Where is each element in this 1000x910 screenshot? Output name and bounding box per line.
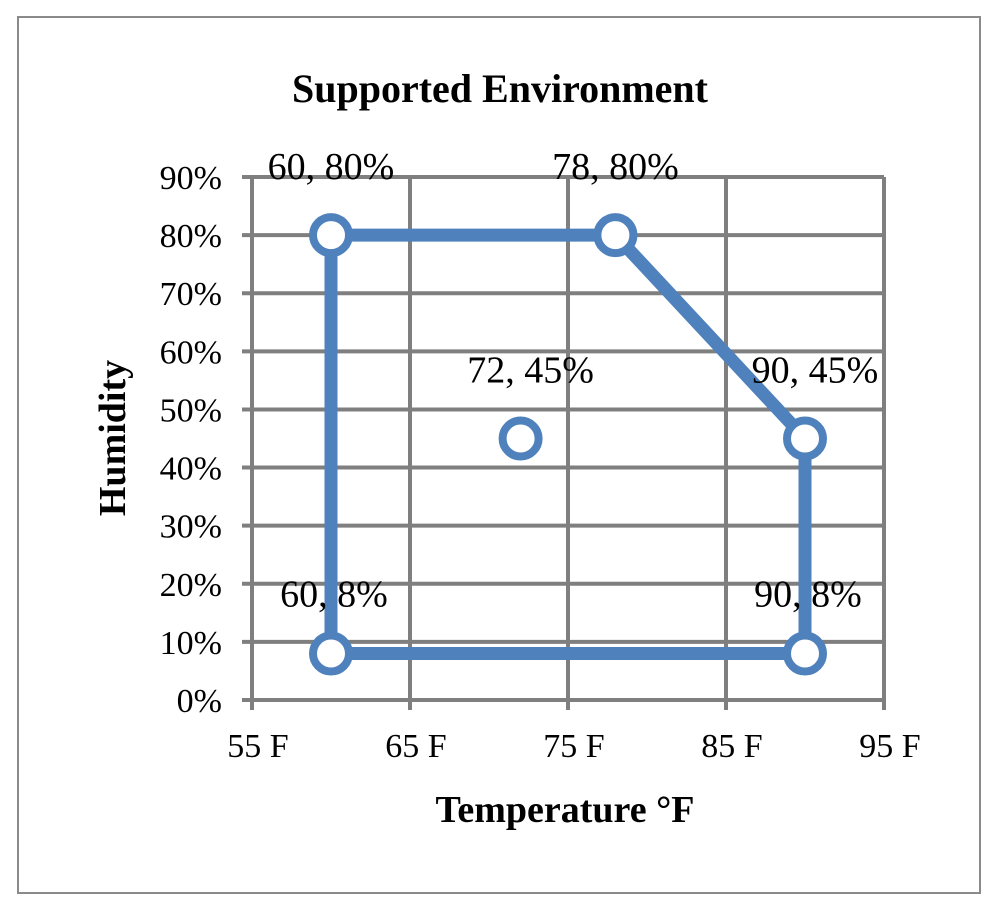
tick-labels: 0% 10% 20% 30% 40% 50% 60% 70% 80% 90% 55 F 65 F 75 … [160, 160, 921, 765]
y-tick-label: 70% [160, 276, 222, 313]
data-labels: 60, 8% 60, 80% 78, 80% 90, 45% 90, 8% 72, 45% [268, 146, 879, 615]
series-line [324, 228, 812, 660]
y-tick-label: 10% [160, 625, 222, 662]
x-axis-label: Temperature °F [436, 789, 695, 831]
x-tick-label: 55 F [227, 728, 288, 765]
chart-frame [17, 16, 981, 894]
data-point-marker [309, 213, 353, 258]
data-point-marker [498, 416, 543, 461]
y-tick-label: 0% [177, 683, 222, 720]
y-tick-label: 30% [160, 509, 222, 546]
data-point-marker [783, 416, 827, 461]
data-label: 72, 45% [467, 350, 594, 392]
data-label: 60, 8% [280, 574, 388, 616]
y-tick-label: 20% [160, 567, 222, 604]
data-label: 60, 80% [268, 146, 395, 188]
y-axis-label: Humidity [92, 360, 134, 516]
y-tick-label: 40% [160, 451, 222, 488]
x-tick-label: 65 F [385, 728, 446, 765]
y-tick-label: 90% [160, 160, 222, 197]
data-point-marker [309, 631, 353, 676]
data-point-marker [783, 631, 827, 676]
data-point-marker [593, 213, 638, 258]
data-label: 78, 80% [552, 146, 679, 188]
x-tick-label: 85 F [701, 728, 762, 765]
series [309, 213, 827, 676]
chart-title: Supported Environment [292, 66, 709, 111]
data-label: 90, 8% [754, 574, 862, 616]
y-tick-label: 50% [160, 392, 222, 429]
y-tick-label: 60% [160, 334, 222, 371]
x-tick-label: 75 F [543, 728, 604, 765]
data-label: 90, 45% [752, 350, 879, 392]
x-tick-label: 95 F [859, 728, 920, 765]
y-tick-label: 80% [160, 218, 222, 255]
